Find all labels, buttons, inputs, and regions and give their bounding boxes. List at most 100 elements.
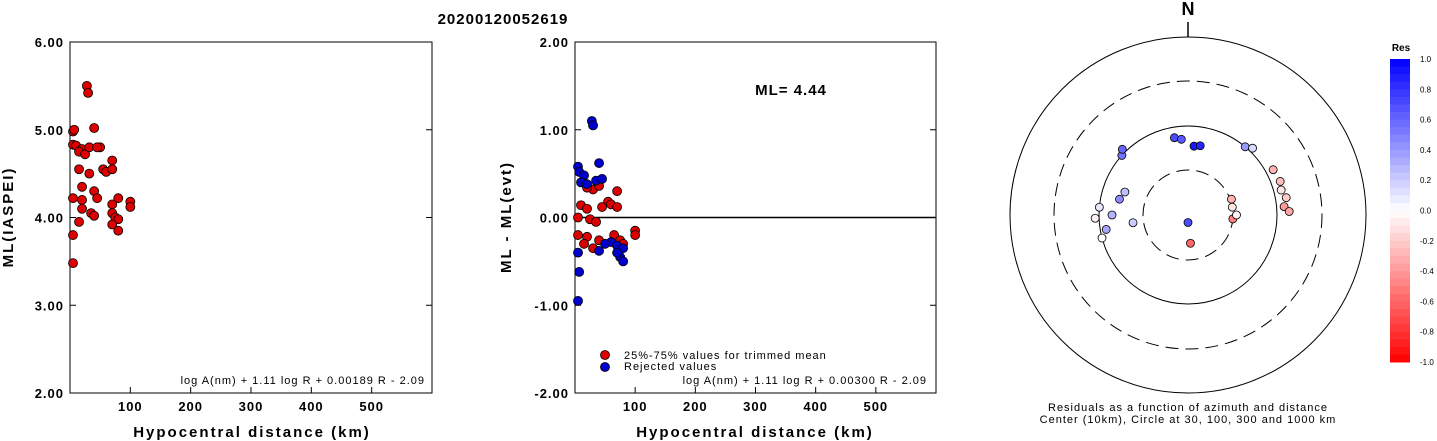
colorbar-segment xyxy=(1390,172,1410,181)
residual-point-retained xyxy=(579,238,589,249)
station-residual-point xyxy=(1248,143,1257,153)
ml-iaspei-panel: ML(IASPEI) Hypocentral distance (km) log… xyxy=(0,35,433,441)
station-residual-point xyxy=(1117,144,1127,154)
station-residual-point xyxy=(1281,193,1291,203)
colorbar-segment xyxy=(1390,271,1410,280)
ml-point-retained xyxy=(107,199,118,210)
ml-ytick-label: 2.00 xyxy=(35,386,64,401)
colorbar-segment xyxy=(1390,263,1410,272)
colorbar-tick-label: 0.4 xyxy=(1420,146,1432,155)
colorbar-segment xyxy=(1390,119,1410,128)
station-residual-point xyxy=(1186,238,1195,248)
colorbar-segment xyxy=(1390,278,1410,287)
colorbar-tick-label: -0.4 xyxy=(1420,267,1434,276)
colorbar-segment xyxy=(1390,112,1410,121)
colorbar-segment xyxy=(1390,293,1410,302)
colorbar-segment xyxy=(1390,180,1410,189)
ml-point-retained xyxy=(77,203,87,214)
residual-xtick-label: 500 xyxy=(863,399,888,414)
ml-point-retained xyxy=(68,193,78,204)
ml-panel-formula: log A(nm) + 1.11 log R + 0.00189 R - 2.0… xyxy=(181,375,425,387)
residual-ytick-label: 2.00 xyxy=(540,35,569,50)
residual-point-rejected xyxy=(574,267,585,277)
ml-panel-frame xyxy=(69,41,433,394)
colorbar-segment xyxy=(1390,104,1410,113)
colorbar-segment xyxy=(1390,233,1410,242)
colorbar-tick-label: 0.2 xyxy=(1420,176,1432,185)
ml-xtick-label: 200 xyxy=(178,399,203,414)
ml-point-retained xyxy=(84,168,95,179)
colorbar-segment xyxy=(1390,202,1410,211)
residual-ytick-label: -1.00 xyxy=(534,298,569,313)
colorbar-segment xyxy=(1390,142,1410,151)
residual-ytick-label: -2.00 xyxy=(534,386,569,401)
ml-point-retained xyxy=(74,216,84,227)
colorbar-segment xyxy=(1390,240,1410,249)
residual-panel-formula: log A(nm) + 1.11 log R + 0.00300 R - 2.0… xyxy=(683,375,927,387)
ml-point-retained xyxy=(113,225,124,236)
ml-xtick-label: 400 xyxy=(299,399,324,414)
residual-xtick-label: 100 xyxy=(623,399,648,414)
ml-value-label: ML= 4.44 xyxy=(755,82,827,99)
colorbar-segment xyxy=(1390,81,1410,90)
residual-point-rejected xyxy=(573,295,583,306)
colorbar-segment xyxy=(1390,316,1410,325)
residual-xtick-label: 200 xyxy=(683,399,708,414)
station-residual-point xyxy=(1275,177,1285,186)
residual-point-retained xyxy=(573,230,583,240)
station-residual-point xyxy=(1183,218,1193,227)
colorbar-segment xyxy=(1390,134,1410,143)
colorbar: 1.0 0.8 0.6 0.4 0.2 0.0 -0.2 -0.4 -0.6 -0.8 -1.0 xyxy=(1390,55,1434,367)
station-residual-point xyxy=(1090,213,1100,223)
colorbar-segment xyxy=(1390,210,1410,219)
colorbar-segment xyxy=(1390,74,1410,83)
ml-point-retained xyxy=(68,258,78,269)
ml-point-retained xyxy=(92,193,103,204)
ml-ytick-label: 5.00 xyxy=(35,123,64,138)
ml-xtick-label: 300 xyxy=(239,399,264,414)
station-residual-point xyxy=(1232,210,1241,220)
residual-point-retained xyxy=(582,203,592,214)
colorbar-segment xyxy=(1390,255,1410,265)
colorbar-segment xyxy=(1390,225,1410,234)
ml-point-retained xyxy=(77,181,87,192)
colorbar-segment xyxy=(1390,59,1410,68)
ml-ytick-label: 3.00 xyxy=(35,298,64,313)
station-residual-point xyxy=(1240,142,1250,152)
ml-xtick-label: 100 xyxy=(118,399,143,414)
residual-point-rejected xyxy=(582,179,592,190)
colorbar-segment xyxy=(1390,324,1410,333)
residual-point-rejected xyxy=(600,238,610,249)
station-residual-point xyxy=(1097,233,1107,243)
ring-100km xyxy=(1098,125,1278,305)
ml-point-retained xyxy=(92,142,103,153)
residual-point-rejected xyxy=(618,256,629,267)
ml-point-retained xyxy=(113,193,124,204)
ml-point-retained xyxy=(107,155,118,166)
colorbar-segment xyxy=(1390,157,1410,166)
residual-xtick-label: 300 xyxy=(743,399,768,414)
colorbar-tick-label: -0.2 xyxy=(1420,237,1434,246)
ml-ytick-label: 4.00 xyxy=(35,211,64,226)
ring-300km xyxy=(1053,80,1323,350)
ml-point-retained xyxy=(80,149,90,160)
ml-point-retained xyxy=(107,219,118,230)
station-residual-point xyxy=(1115,194,1124,204)
ml-point-retained xyxy=(74,164,84,175)
ml-point-retained xyxy=(89,210,100,221)
station-residual-point xyxy=(1276,185,1286,195)
ml-point-retained xyxy=(77,195,87,205)
colorbar-segment xyxy=(1390,187,1410,196)
residual-point-rejected xyxy=(594,245,604,256)
residual-point-retained xyxy=(591,216,601,227)
colorbar-tick-label: -0.6 xyxy=(1420,297,1434,306)
station-residual-point xyxy=(1268,165,1278,175)
ml-point-retained xyxy=(125,202,136,212)
residual-ytick-label: 0.00 xyxy=(540,211,569,226)
colorbar-segment xyxy=(1390,149,1410,158)
figure-title: 20200120052619 xyxy=(438,11,569,28)
residual-point-rejected xyxy=(597,173,607,184)
colorbar-segment xyxy=(1390,127,1410,136)
azimuth-caption-1: Residuals as a function of azimuth and d… xyxy=(1048,402,1328,414)
